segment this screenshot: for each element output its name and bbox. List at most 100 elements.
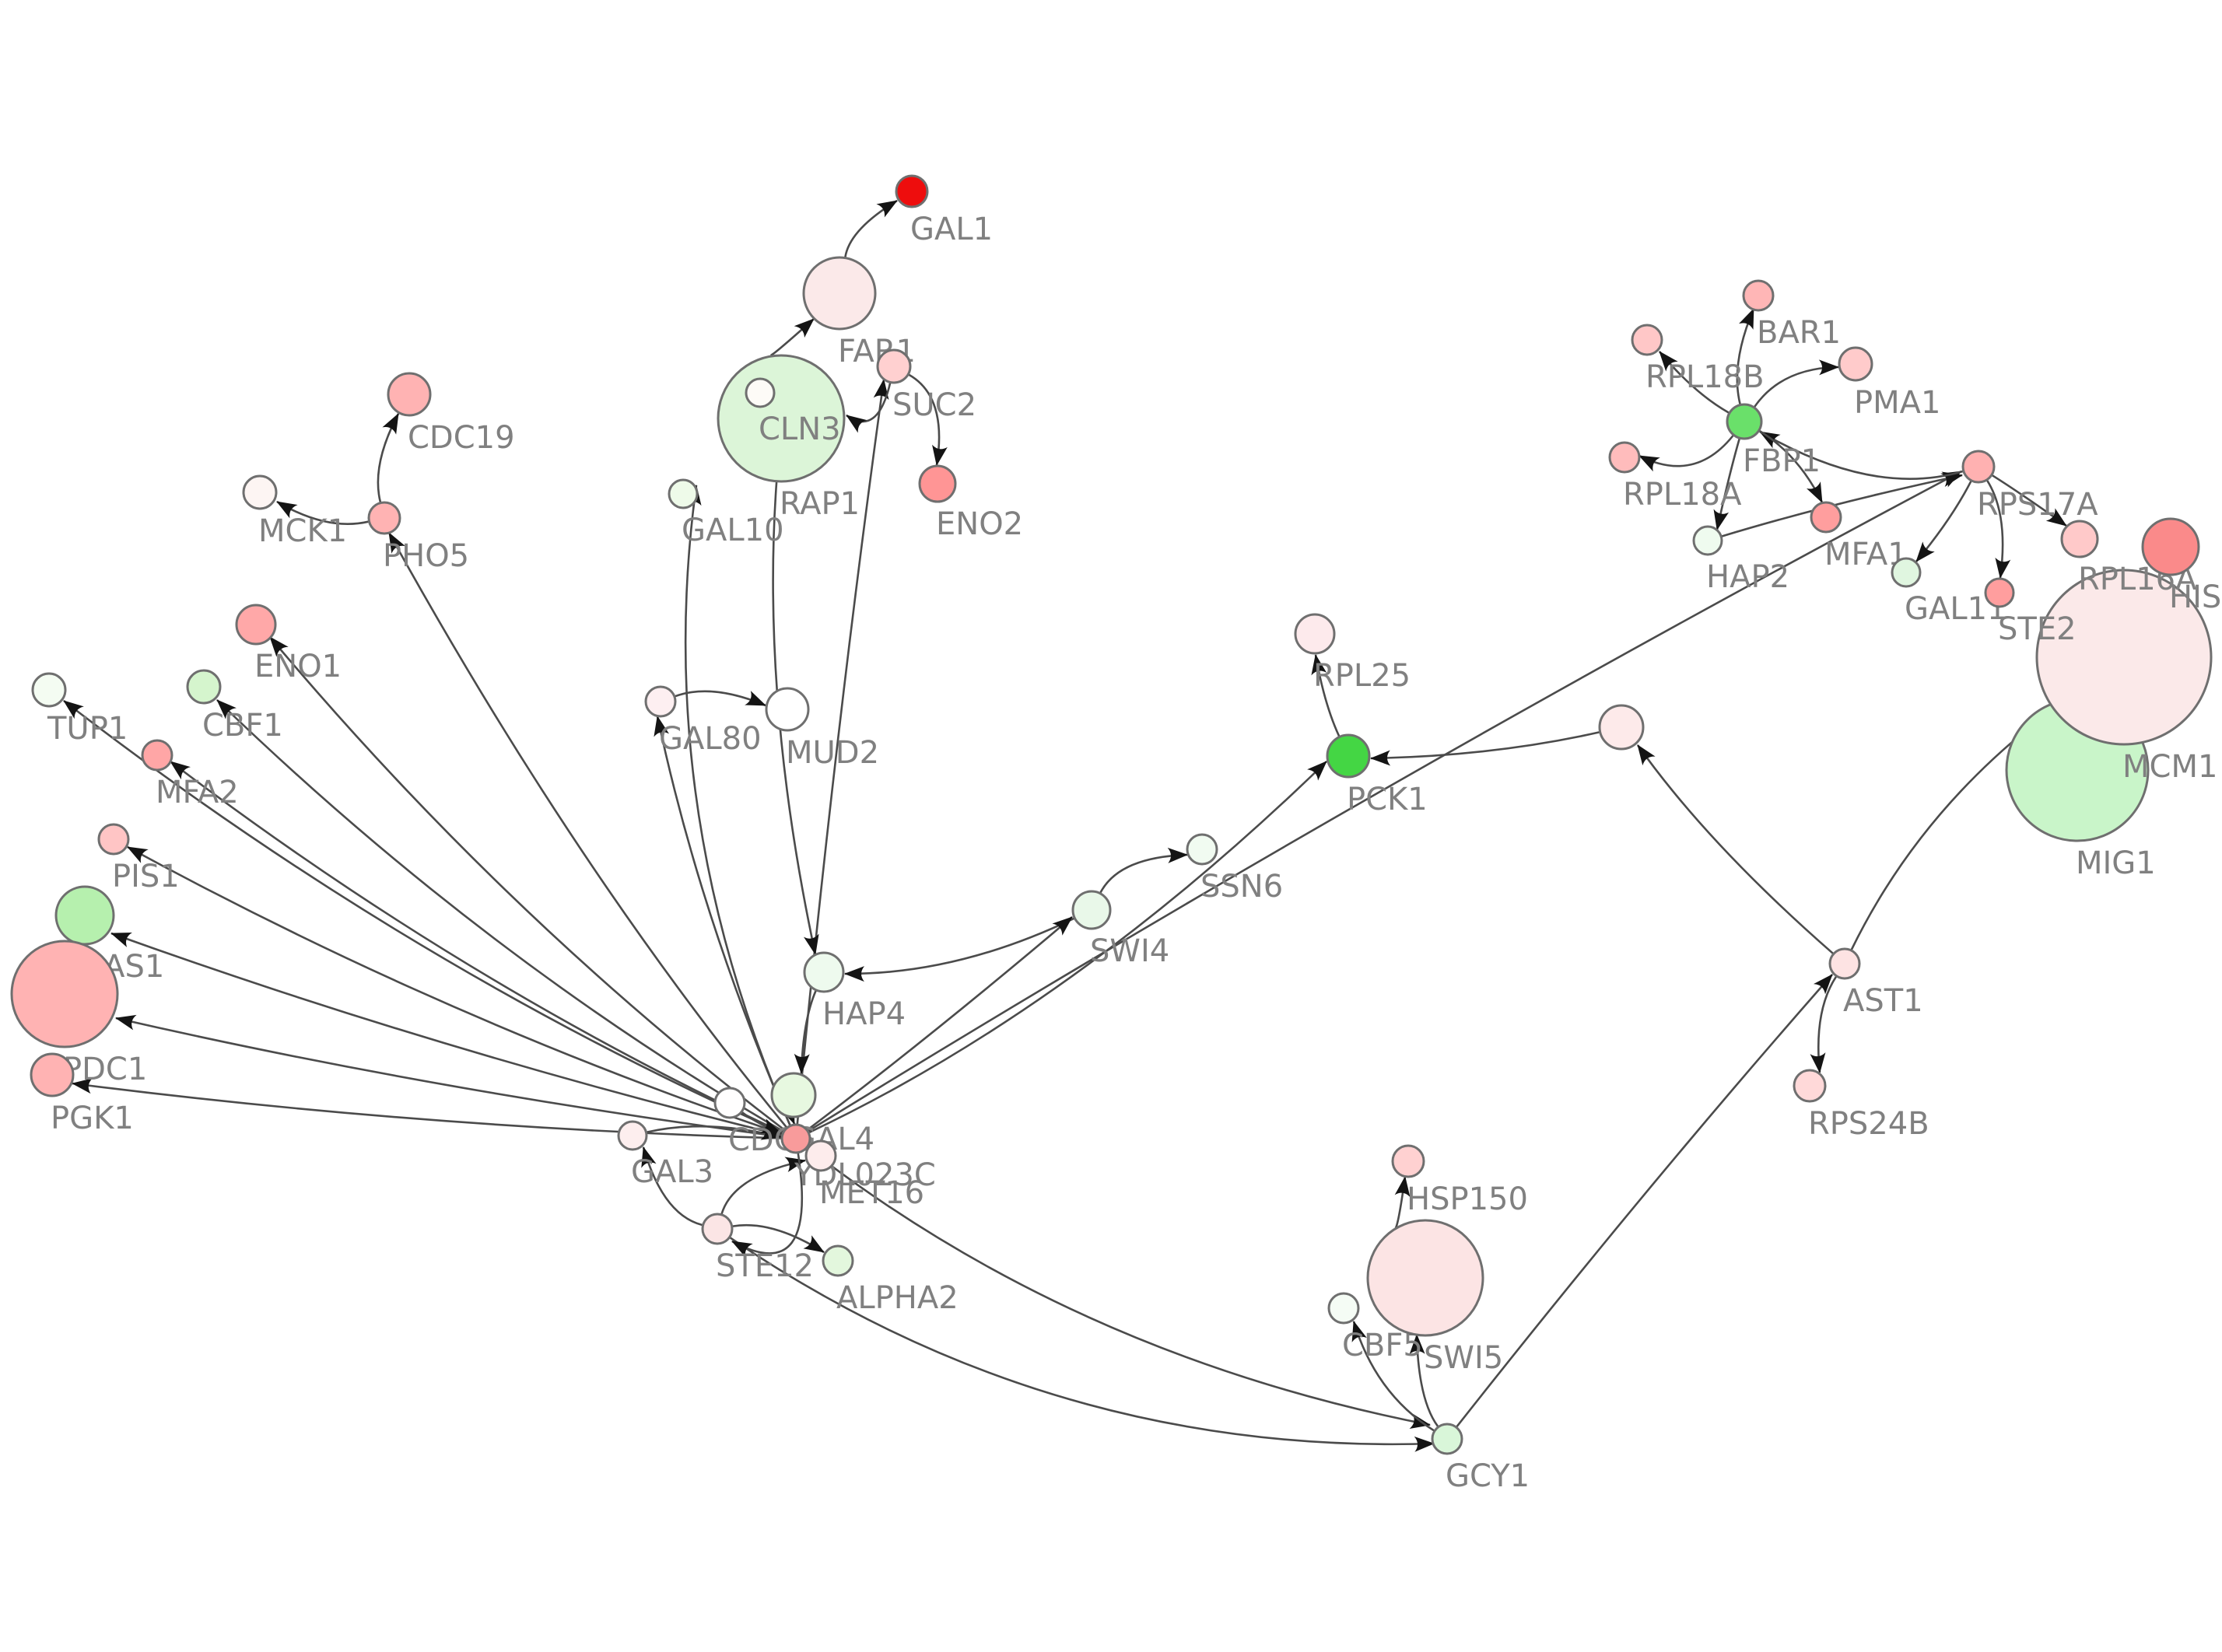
edge-YDL023C-SWI4[interactable] [807, 916, 1073, 1131]
node-STE12[interactable] [701, 1213, 734, 1245]
node-CLN3[interactable] [745, 377, 776, 408]
node-MUD2[interactable] [765, 687, 810, 732]
edge-SWI5-HSP150[interactable] [1393, 1176, 1411, 1230]
node-GAL80[interactable] [644, 685, 677, 718]
node-RPL18A[interactable] [1608, 441, 1641, 474]
edge-YDL023C-GCY1[interactable] [807, 1146, 1431, 1429]
edge-YDL023C-GAL10[interactable] [684, 485, 791, 1126]
edge-YDL023C-STE12[interactable] [731, 1153, 804, 1258]
node-PCK1[interactable] [1326, 733, 1371, 779]
node-MFA2[interactable] [141, 739, 173, 772]
edge-YDL023C-PHO5[interactable] [387, 532, 787, 1129]
node-GAL10[interactable] [668, 478, 699, 509]
node-GAL11[interactable] [1891, 557, 1922, 588]
node-YDL023C[interactable] [780, 1123, 811, 1154]
node-HAP4[interactable] [803, 951, 845, 993]
node-BAR1[interactable] [1742, 279, 1775, 312]
node-HSP150[interactable] [1391, 1144, 1425, 1178]
edge-STE12-MET16[interactable] [720, 1157, 806, 1215]
node-GCY1[interactable] [1431, 1423, 1463, 1455]
edge-STE12-ALPHA2[interactable] [732, 1223, 825, 1254]
edge-RPS17A-FBP1[interactable] [1759, 430, 1964, 481]
node-PIS1[interactable] [97, 823, 130, 856]
edge-YDL023C-RAS1[interactable] [110, 932, 782, 1136]
node-RPL25[interactable] [1294, 613, 1336, 655]
edge-SWI4-SSN6[interactable] [1099, 847, 1188, 894]
edge-YDL023C-ENO1[interactable] [269, 636, 785, 1131]
edge-FBP1-PMA1[interactable] [1754, 359, 1839, 408]
node-PMA1[interactable] [1838, 346, 1873, 382]
edge-FAR1-GAL1[interactable] [844, 199, 898, 257]
node-TUP1[interactable] [31, 672, 67, 708]
node-CBF5[interactable] [1327, 1292, 1360, 1325]
edge-PCK1-RPL25[interactable] [1311, 654, 1341, 737]
node-FAR1[interactable] [802, 256, 877, 331]
node-RPS17A[interactable] [1961, 450, 1996, 484]
node-ENO2[interactable] [918, 464, 957, 503]
node-RPL16A[interactable] [2060, 520, 2099, 558]
node-MFA1[interactable] [1810, 501, 1842, 534]
edge-FBP1-BAR1[interactable] [1736, 308, 1755, 405]
edge-GCY1-CBF5[interactable] [1351, 1321, 1435, 1432]
node-ALPHA2[interactable] [822, 1244, 854, 1277]
edge-YDL023C-CBF1[interactable] [216, 699, 784, 1132]
edge-PHO5-CDC19[interactable] [377, 413, 400, 502]
edge-GCY1-SWI5[interactable] [1409, 1334, 1439, 1427]
edge-HAP4-GAL4[interactable] [794, 990, 817, 1074]
node-GAL1[interactable] [895, 174, 929, 208]
edge-SUC2-RAP1[interactable] [846, 383, 892, 433]
node-RPS24B[interactable] [1793, 1069, 1827, 1103]
edge-RAP1-FAR1[interactable] [769, 318, 815, 357]
edge-CDC6-YDL023C[interactable] [741, 1111, 782, 1135]
node-MCK1[interactable] [242, 474, 278, 510]
node-MCM1[interactable] [2035, 569, 2213, 746]
node-SWI4[interactable] [1071, 890, 1112, 930]
edge-AST1-RPS24B[interactable] [1810, 975, 1838, 1073]
edge-unlabeled-1-PCK1[interactable] [1370, 731, 1600, 766]
node-FBP1[interactable] [1726, 403, 1763, 440]
edge-AST1-unlabeled-1[interactable] [1636, 744, 1834, 954]
node-PGK1[interactable] [30, 1052, 75, 1097]
node-unlabeled-1[interactable] [1598, 704, 1645, 751]
edge-PHO5-MCK1[interactable] [276, 500, 369, 526]
edge-STE12-GCY1[interactable] [729, 1237, 1435, 1452]
edge-YDL023C-PIS1[interactable] [127, 845, 783, 1136]
edge-YDL023C-RPS17A[interactable] [808, 470, 1962, 1132]
node-CBF1[interactable] [186, 669, 222, 705]
edge-RPS17A-RPL16A[interactable] [1992, 474, 2067, 527]
node-RPL18B[interactable] [1631, 324, 1663, 356]
node-SWI5[interactable] [1366, 1219, 1484, 1337]
node-PDC1[interactable] [10, 940, 119, 1048]
node-GAL4[interactable] [770, 1072, 817, 1118]
edge-YDL023C-TUP1[interactable] [63, 699, 783, 1134]
node-RAS1[interactable] [54, 885, 115, 946]
node-GAL3[interactable] [617, 1120, 648, 1151]
edge-FBP1-MFA1[interactable] [1758, 429, 1824, 503]
node-SUC2[interactable] [876, 348, 912, 384]
edge-YDL023C-PDC1[interactable] [115, 1014, 782, 1138]
edge-HAP2-RPS17A[interactable] [1721, 471, 1963, 537]
edge-YDL023C-MFA2[interactable] [170, 760, 783, 1134]
edge-STE12-GAL3[interactable] [641, 1146, 703, 1227]
edge-RPS17A-GAL11[interactable] [1915, 481, 1972, 562]
edge-SWI4-HAP4[interactable] [844, 917, 1075, 982]
edge-YDL023C-PGK1[interactable] [72, 1078, 782, 1139]
node-ENO1[interactable] [235, 604, 277, 646]
node-HIS4[interactable] [2141, 517, 2200, 576]
node-STE2[interactable] [1984, 577, 2015, 608]
edge-YDL023C-PCK1[interactable] [808, 761, 1327, 1134]
node-CDC6[interactable] [713, 1087, 746, 1119]
node-SSN6[interactable] [1186, 833, 1218, 866]
edge-RPS17A-STE2[interactable] [1986, 480, 2011, 579]
node-MET16[interactable] [804, 1139, 837, 1172]
node-AST1[interactable] [1828, 947, 1861, 980]
node-CDC19[interactable] [387, 372, 432, 417]
edge-GAL80-MUD2[interactable] [675, 690, 766, 707]
node-HAP2[interactable] [1692, 525, 1723, 556]
edge-YDL023C-GAL80[interactable] [654, 716, 791, 1126]
edge-FBP1-RPL18A[interactable] [1638, 435, 1734, 472]
edge-GCY1-AST1[interactable] [1456, 974, 1833, 1428]
edge-SUC2-ENO2[interactable] [908, 373, 948, 466]
